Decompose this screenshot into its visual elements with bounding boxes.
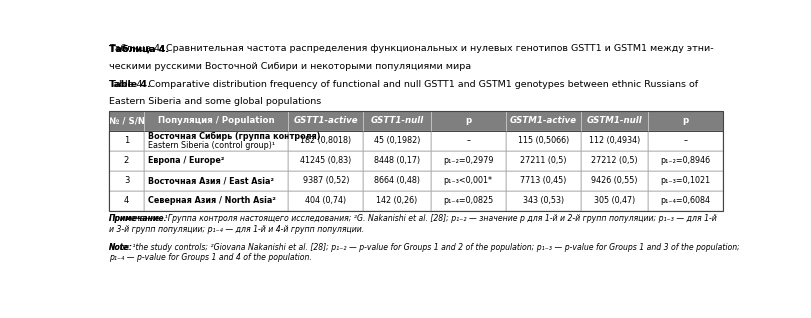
Bar [430, 191, 505, 211]
Bar [288, 111, 363, 131]
Text: 8448 (0,17): 8448 (0,17) [374, 156, 419, 165]
Text: № / S/N: № / S/N [109, 116, 144, 125]
Bar [580, 131, 647, 151]
Bar [505, 191, 580, 211]
Text: Table 4.: Table 4. [109, 80, 151, 88]
Bar [580, 191, 647, 211]
Text: –: – [683, 136, 687, 145]
Text: Note: ¹the study controls; ²Giovana Nakanishi et al. [28]; p₁₋₂ — p-value for Gr: Note: ¹the study controls; ²Giovana Naka… [109, 243, 739, 262]
Text: Популяция / Population: Популяция / Population [157, 116, 274, 125]
Bar [580, 171, 647, 191]
Bar [363, 171, 430, 191]
Text: Таблица 4.: Таблица 4. [109, 44, 169, 53]
Text: GSTM1-active: GSTM1-active [509, 116, 576, 125]
Bar [647, 191, 723, 211]
Text: 115 (0,5066): 115 (0,5066) [517, 136, 569, 145]
Text: 27211 (0,5): 27211 (0,5) [520, 156, 566, 165]
Text: Северная Азия / North Asia²: Северная Азия / North Asia² [148, 196, 275, 205]
Text: Примечание.: Примечание. [109, 214, 167, 224]
Text: Table 4. Comparative distribution frequency of functional and null GSTT1 and GST: Table 4. Comparative distribution freque… [109, 80, 697, 88]
Text: 404 (0,74): 404 (0,74) [305, 196, 346, 205]
Text: 305 (0,47): 305 (0,47) [593, 196, 634, 205]
Bar [580, 151, 647, 171]
Bar [363, 111, 430, 131]
Bar [288, 191, 363, 211]
Bar [430, 131, 505, 151]
Text: Eastern Siberia (control group)¹: Eastern Siberia (control group)¹ [148, 141, 274, 150]
Bar [288, 171, 363, 191]
Bar [109, 171, 144, 191]
Text: p₁₋₄=0,6084: p₁₋₄=0,6084 [660, 196, 710, 205]
Text: Таблица 4.: Таблица 4. [109, 44, 169, 53]
Text: p₁₋₂=0,8946: p₁₋₂=0,8946 [660, 156, 710, 165]
Text: Примечание. ¹Группа контроля настоящего исследования; ²G. Nakanishi et al. [28];: Примечание. ¹Группа контроля настоящего … [109, 214, 716, 234]
Text: p₁₋₄=0,0825: p₁₋₄=0,0825 [443, 196, 493, 205]
Text: ческими русскими Восточной Сибири и некоторыми популяциями мира: ческими русскими Восточной Сибири и неко… [109, 62, 470, 71]
Bar [363, 151, 430, 171]
Text: GSTT1-active: GSTT1-active [294, 116, 358, 125]
Bar [144, 111, 288, 131]
Bar [144, 191, 288, 211]
Text: Eastern Siberia and some global populations: Eastern Siberia and some global populati… [109, 97, 321, 106]
Text: 343 (0,53): 343 (0,53) [522, 196, 563, 205]
Text: 142 (0,26): 142 (0,26) [376, 196, 417, 205]
Text: 112 (0,4934): 112 (0,4934) [588, 136, 639, 145]
Bar [505, 171, 580, 191]
Bar [144, 171, 288, 191]
Bar [288, 131, 363, 151]
Bar [647, 151, 723, 171]
Bar [144, 151, 288, 171]
Text: Восточная Сибирь (группа контроля): Восточная Сибирь (группа контроля) [148, 132, 320, 141]
Text: 45 (0,1982): 45 (0,1982) [373, 136, 419, 145]
Text: 2: 2 [124, 156, 129, 165]
Bar [109, 191, 144, 211]
Text: 41245 (0,83): 41245 (0,83) [300, 156, 351, 165]
Text: p₁₋₃=0,1021: p₁₋₃=0,1021 [660, 176, 710, 185]
Text: 182 (0,8018): 182 (0,8018) [300, 136, 351, 145]
Bar [288, 151, 363, 171]
Bar [647, 111, 723, 131]
Text: 9426 (0,55): 9426 (0,55) [590, 176, 637, 185]
Bar [109, 111, 723, 211]
Text: Таблица 4. Сравнительная частота распределения функциональных и нулевых генотипо: Таблица 4. Сравнительная частота распред… [109, 44, 713, 53]
Bar [430, 151, 505, 171]
Bar [363, 131, 430, 151]
Bar [109, 131, 144, 151]
Text: 8664 (0,48): 8664 (0,48) [374, 176, 419, 185]
Bar [109, 151, 144, 171]
Text: p₁₋₂=0,2979: p₁₋₂=0,2979 [442, 156, 493, 165]
Bar [647, 131, 723, 151]
Bar [430, 171, 505, 191]
Bar [363, 191, 430, 211]
Bar [109, 111, 144, 131]
Text: 3: 3 [123, 176, 129, 185]
Bar [505, 131, 580, 151]
Text: –: – [466, 136, 470, 145]
Text: Note:: Note: [109, 243, 133, 252]
Text: 1: 1 [124, 136, 129, 145]
Text: 9387 (0,52): 9387 (0,52) [303, 176, 349, 185]
Text: Европа / Europe²: Европа / Europe² [148, 156, 224, 165]
Text: p₁₋₃<0,001*: p₁₋₃<0,001* [443, 176, 492, 185]
Text: 7713 (0,45): 7713 (0,45) [520, 176, 566, 185]
Bar [647, 171, 723, 191]
Bar [144, 131, 288, 151]
Bar [505, 151, 580, 171]
Text: 4: 4 [124, 196, 129, 205]
Text: 27212 (0,5): 27212 (0,5) [590, 156, 637, 165]
Text: p: p [465, 116, 470, 125]
Bar [580, 111, 647, 131]
Text: GSTM1-null: GSTM1-null [586, 116, 642, 125]
Text: p: p [682, 116, 688, 125]
Bar [505, 111, 580, 131]
Bar [430, 111, 505, 131]
Text: Восточная Азия / East Asia²: Восточная Азия / East Asia² [148, 176, 273, 185]
Text: GSTT1-null: GSTT1-null [370, 116, 423, 125]
